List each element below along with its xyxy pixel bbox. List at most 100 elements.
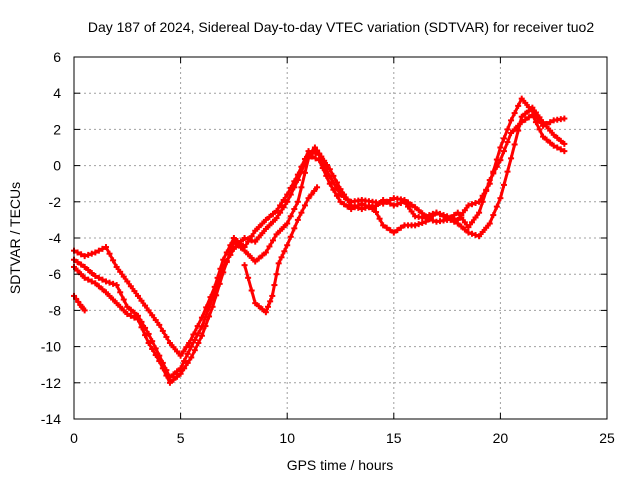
data-point-marker [408,201,415,208]
data-point-marker [266,222,273,229]
data-point-marker [321,157,328,164]
y-tick-label: -2 [49,194,62,210]
data-point-marker [92,273,99,280]
x-tick-label: 5 [177,430,185,446]
data-point-marker [543,136,550,143]
data-point-marker [92,280,99,287]
data-point-marker [298,168,305,175]
data-point-marker [479,198,486,205]
data-point-marker [308,191,315,198]
data-point-marker [138,297,145,304]
data-point-marker [311,187,318,194]
data-point-marker [152,317,159,324]
data-point-marker [333,179,340,186]
data-point-marker [99,245,106,252]
data-point-marker [269,210,276,217]
data-point-marker [504,168,511,175]
data-point-marker [170,344,177,351]
y-tick-label: -6 [49,266,62,282]
data-point-marker [142,332,149,339]
data-point-marker [314,147,321,154]
data-point-marker [387,200,394,207]
data-point-marker [159,327,166,334]
data-point-marker [550,131,557,138]
data-point-marker [106,250,113,257]
data-point-marker [188,343,195,350]
data-point-marker [124,311,131,318]
data-point-marker [405,203,412,210]
data-point-marker [412,222,419,229]
data-point-marker [330,172,337,179]
chart-title: Day 187 of 2024, Sidereal Day-to-day VTE… [88,19,595,35]
data-point-marker [281,248,288,255]
data-point-marker [252,300,259,307]
data-point-marker [266,243,273,250]
data-point-marker [156,358,163,365]
data-point-marker [262,216,269,223]
data-point-marker [314,184,321,191]
data-point-marker [348,202,355,209]
data-point-marker [397,224,404,231]
data-point-marker [117,303,124,310]
data-point-marker [259,220,266,227]
data-point-marker [486,220,493,227]
data-point-marker [248,237,255,244]
data-point-marker [330,186,337,193]
data-point-marker [461,219,468,226]
data-point-marker [415,221,422,228]
data-point-marker [163,372,170,379]
data-point-marker [543,123,550,130]
data-point-marker [500,135,507,142]
data-point-marker [280,224,287,231]
data-point-marker [255,234,262,241]
y-tick-label: 2 [53,121,61,137]
data-point-marker [159,365,166,372]
data-point-marker [74,249,81,256]
data-point-marker [522,99,529,106]
data-point-marker [271,282,278,289]
data-point-marker [532,119,539,126]
data-point-marker [493,163,500,170]
data-point-marker [444,215,451,222]
data-point-marker [102,244,109,251]
data-point-marker [458,223,465,230]
data-point-marker [95,274,102,281]
data-point-marker [277,227,284,234]
data-point-marker [508,117,515,124]
data-point-marker [358,200,365,207]
data-point-marker [383,224,390,231]
data-point-marker [380,196,387,203]
data-point-marker [508,130,515,137]
data-point-marker [245,274,252,281]
data-point-marker [380,222,387,229]
data-point-marker [259,306,266,313]
y-tick-label: -4 [49,230,62,246]
data-point-marker [355,204,362,211]
data-point-marker [92,249,99,256]
data-point-marker [415,207,422,214]
data-point-marker [234,241,241,248]
data-point-marker [319,165,326,172]
data-point-marker [394,227,401,234]
data-point-marker [273,271,280,278]
data-point-marker [311,144,318,151]
data-point-marker [287,233,294,240]
data-point-marker [241,235,248,241]
data-point-marker [561,140,568,147]
data-point-marker [262,309,269,316]
y-tick-label: -14 [41,411,61,427]
data-point-marker [127,283,134,290]
data-point-marker [269,218,276,225]
data-point-marker [397,200,404,207]
data-point-marker [149,346,156,353]
data-point-marker [323,172,330,179]
data-point-marker [451,212,458,219]
data-point-marker [532,109,539,116]
data-point-marker [497,195,504,202]
data-point-marker [238,238,245,245]
data-point-marker [273,215,280,222]
data-point-marker [277,209,284,216]
data-point-marker [550,142,557,149]
data-point-marker [74,259,81,266]
data-point-marker [110,280,117,287]
